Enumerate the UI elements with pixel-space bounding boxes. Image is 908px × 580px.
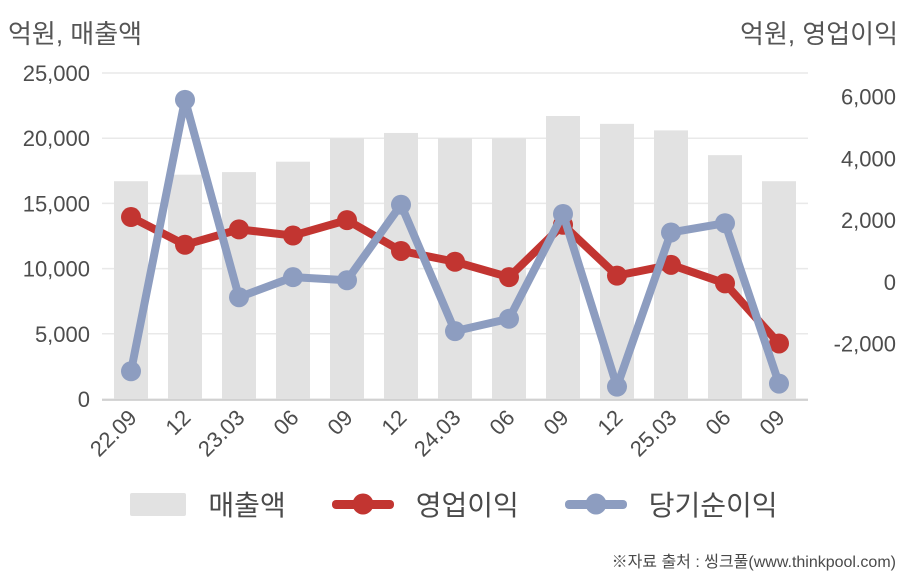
operating-profit-point: [121, 207, 141, 228]
net-income-point: [175, 89, 195, 110]
x-axis-tick-label: 22.09: [85, 405, 142, 462]
right-axis-tick-label: -2,000: [834, 331, 896, 356]
net-income-point: [121, 361, 141, 382]
x-axis-tick-label: 12: [377, 405, 412, 440]
operating-profit-point: [391, 240, 411, 261]
net-income-point: [607, 376, 627, 397]
legend-label-revenue: 매출액: [208, 490, 286, 521]
operating-profit-point: [661, 254, 681, 275]
operating-profit-line-icon: [331, 493, 394, 515]
net-income-point: [445, 321, 465, 342]
x-axis-tick-label: 06: [701, 405, 736, 440]
operating-profit-point: [283, 225, 303, 246]
right-axis-tick-label: 2,000: [841, 208, 896, 233]
net-income-point: [283, 267, 303, 288]
legend-label-operating-profit: 영업이익: [415, 490, 519, 521]
revenue-bar: [168, 174, 202, 399]
revenue-bar: [384, 132, 418, 399]
net-income-point: [553, 203, 573, 224]
operating-profit-dot-icon: [352, 493, 374, 515]
net-income-point: [337, 270, 357, 291]
operating-profit-point: [715, 273, 735, 294]
x-axis-tick-label: 09: [323, 405, 358, 440]
net-income-dot-icon: [585, 493, 607, 515]
operating-profit-point: [607, 265, 627, 286]
operating-profit-point: [175, 234, 195, 255]
chart-canvas: 0 5,000 10,000 15,000 20,000 25,000 6,000 4,000…: [23, 61, 896, 462]
net-income-point: [715, 213, 735, 234]
revenue-swatch-icon: [130, 492, 187, 516]
left-axis-tick-label: 10,000: [23, 257, 90, 282]
right-axis-tick-label: 0: [884, 270, 896, 295]
x-axis-tick-label: 23.03: [193, 405, 250, 462]
right-axis-tick-label: 6,000: [841, 85, 896, 110]
net-income-point: [499, 308, 519, 329]
left-axis-tick-label: 0: [78, 387, 90, 412]
legend-item-operating-profit[interactable]: 영업이익: [331, 484, 519, 524]
left-axis-tick-label: 25,000: [23, 61, 90, 86]
net-income-point: [769, 373, 789, 394]
legend-label-net-income: 당기순이익: [648, 490, 778, 521]
left-axis-tick-label: 5,000: [35, 322, 90, 347]
net-income-point: [229, 287, 249, 308]
x-axis-tick-label: 06: [485, 405, 520, 440]
legend-item-net-income[interactable]: 당기순이익: [564, 484, 778, 524]
operating-profit-point: [337, 210, 357, 231]
operating-profit-point: [499, 267, 519, 288]
x-axis-tick-label: 25.03: [625, 405, 682, 462]
x-axis-tick-label: 12: [593, 405, 628, 440]
net-income-point: [391, 194, 411, 215]
x-axis-tick-label: 06: [269, 405, 304, 440]
operating-profit-point: [445, 251, 465, 272]
right-axis-tick-label: 4,000: [841, 146, 896, 171]
net-income-point: [661, 222, 681, 243]
x-axis-tick-label: 24.03: [409, 405, 466, 462]
right-axis-title: 억원, 영업이익: [740, 19, 898, 49]
revenue-bar: [762, 181, 796, 399]
operating-profit-point: [229, 219, 249, 240]
source-note: ※자료 출처 : 씽크풀(www.thinkpool.com): [611, 554, 896, 571]
operating-profit-point: [769, 333, 789, 354]
left-axis-tick-label: 15,000: [23, 191, 90, 216]
x-axis-tick-label: 09: [539, 405, 574, 440]
left-axis-title: 억원, 매출액: [8, 19, 143, 49]
legend-item-revenue[interactable]: 매출액: [130, 484, 286, 524]
x-axis-tick-label: 12: [161, 405, 196, 440]
legend: 매출액 영업이익 당기순이익: [0, 484, 908, 524]
net-income-line-icon: [564, 493, 627, 515]
left-axis-tick-label: 20,000: [23, 126, 90, 151]
x-axis-tick-label: 09: [755, 405, 790, 440]
